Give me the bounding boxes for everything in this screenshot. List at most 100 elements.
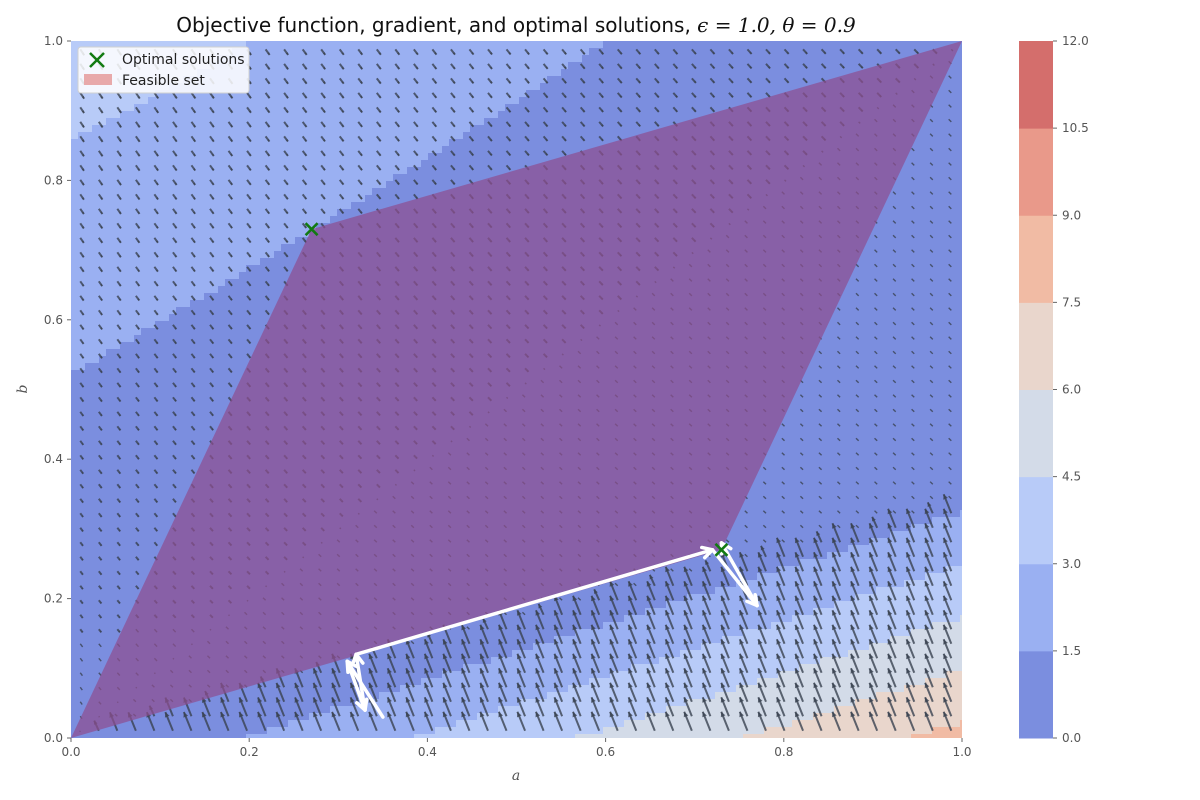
contour-cell	[134, 244, 142, 252]
contour-cell	[204, 104, 212, 112]
contour-cell	[358, 48, 366, 56]
contour-cell	[71, 321, 79, 329]
contour-cell	[85, 300, 93, 308]
contour-cell	[155, 104, 163, 112]
contour-cell	[148, 524, 156, 532]
contour-cell	[372, 671, 380, 679]
contour-cell	[197, 209, 205, 217]
contour-cell	[358, 118, 366, 126]
contour-cell	[113, 503, 121, 511]
contour-cell	[358, 734, 366, 738]
contour-cell	[71, 447, 79, 455]
contour-cell	[71, 468, 79, 476]
contour-cell	[337, 174, 345, 182]
contour-cell	[85, 286, 93, 294]
contour-cell	[386, 188, 394, 196]
contour-cell	[225, 237, 233, 245]
contour-cell	[267, 685, 275, 693]
contour-cell	[260, 90, 268, 98]
contour-cell	[253, 321, 261, 329]
contour-cell	[183, 405, 191, 413]
contour-cell	[71, 608, 79, 616]
contour-cell	[155, 153, 163, 161]
contour-cell	[120, 167, 128, 175]
contour-cell	[190, 713, 198, 721]
contour-cell	[148, 370, 156, 378]
contour-cell	[106, 496, 114, 504]
contour-cell	[183, 391, 191, 399]
contour-cell	[78, 139, 86, 147]
contour-cell	[260, 125, 268, 133]
contour-cell	[127, 538, 135, 546]
contour-cell	[92, 370, 100, 378]
contour-cell	[169, 482, 177, 490]
contour-cell	[267, 734, 275, 738]
contour-cell	[148, 90, 156, 98]
contour-cell	[197, 363, 205, 371]
contour-cell	[183, 160, 191, 168]
contour-cell	[92, 489, 100, 497]
contour-cell	[344, 160, 352, 168]
contour-cell	[183, 734, 191, 738]
contour-cell	[267, 41, 275, 49]
contour-cell	[106, 419, 114, 427]
contour-cell	[141, 734, 149, 738]
contour-cell	[148, 139, 156, 147]
contour-cell	[253, 97, 261, 105]
contour-cell	[141, 475, 149, 483]
contour-cell	[190, 118, 198, 126]
contour-cell	[141, 153, 149, 161]
contour-cell	[113, 202, 121, 210]
contour-cell	[323, 188, 331, 196]
contour-cell	[113, 622, 121, 630]
contour-cell	[309, 76, 317, 84]
contour-cell	[176, 244, 184, 252]
contour-cell	[134, 258, 142, 266]
contour-cell	[190, 405, 198, 413]
contour-cell	[246, 300, 254, 308]
contour-cell	[218, 314, 226, 322]
contour-cell	[120, 279, 128, 287]
contour-cell	[148, 293, 156, 301]
contour-cell	[218, 230, 226, 238]
contour-cell	[71, 272, 79, 280]
contour-cell	[141, 146, 149, 154]
contour-cell	[183, 216, 191, 224]
contour-cell	[127, 405, 135, 413]
contour-cell	[288, 223, 296, 231]
contour-cell	[260, 146, 268, 154]
contour-cell	[407, 55, 415, 63]
contour-cell	[106, 475, 114, 483]
contour-cell	[295, 111, 303, 119]
contour-cell	[239, 174, 247, 182]
contour-cell	[120, 538, 128, 546]
contour-cell	[85, 594, 93, 602]
contour-cell	[141, 545, 149, 553]
contour-cell	[134, 90, 142, 98]
contour-cell	[337, 657, 345, 665]
contour-cell	[351, 727, 359, 735]
contour-cell	[71, 391, 79, 399]
contour-cell	[183, 153, 191, 161]
contour-cell	[309, 97, 317, 105]
contour-cell	[183, 118, 191, 126]
contour-cell	[176, 139, 184, 147]
contour-cell	[99, 41, 107, 49]
contour-cell	[211, 398, 219, 406]
contour-cell	[225, 146, 233, 154]
contour-cell	[407, 62, 415, 70]
contour-cell	[197, 454, 205, 462]
contour-cell	[141, 104, 149, 112]
contour-cell	[302, 160, 310, 168]
contour-cell	[120, 174, 128, 182]
contour-cell	[127, 510, 135, 518]
contour-cell	[197, 251, 205, 259]
contour-cell	[372, 83, 380, 91]
contour-cell	[148, 384, 156, 392]
contour-cell	[386, 76, 394, 84]
contour-cell	[78, 475, 86, 483]
contour-cell	[155, 363, 163, 371]
contour-cell	[309, 160, 317, 168]
contour-cell	[71, 83, 79, 91]
contour-cell	[407, 699, 415, 707]
